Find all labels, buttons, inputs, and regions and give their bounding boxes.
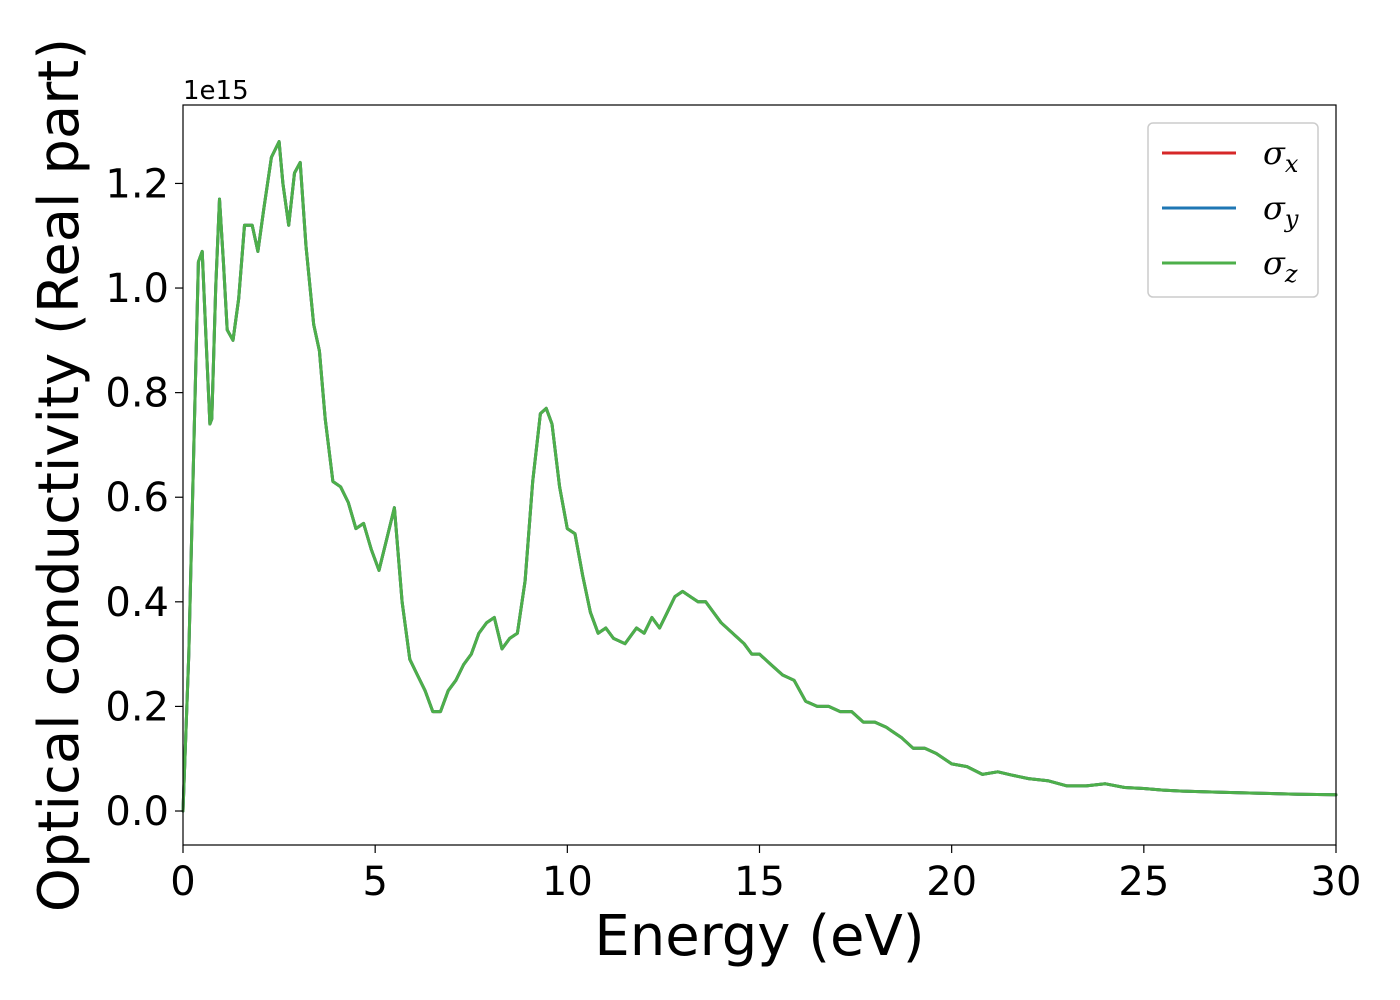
- y-offset-label: 1e15: [183, 76, 249, 106]
- x-tick-label: 20: [926, 859, 977, 905]
- y-tick-label: 0.0: [105, 789, 169, 835]
- plot-frame: [182, 104, 1337, 846]
- legend-label-sigma-z: σz: [1263, 244, 1298, 288]
- x-tick-label: 10: [542, 859, 593, 905]
- x-tick-label: 15: [734, 859, 785, 905]
- y-tick-label: 0.2: [105, 684, 169, 730]
- legend-box: [1147, 122, 1319, 298]
- y-tick-label: 1.2: [105, 161, 169, 207]
- legend-label-sigma-x: σx: [1263, 134, 1299, 178]
- x-tick-label: 0: [170, 859, 195, 905]
- legend: σx σy σz: [1147, 122, 1319, 298]
- x-tick-label: 25: [1118, 859, 1169, 905]
- y-tick-label: 0.6: [105, 475, 169, 521]
- series-line-sigma-z: [181, 140, 1338, 813]
- x-tick-label: 30: [1311, 859, 1362, 905]
- x-axis-title: Energy (eV): [594, 904, 924, 969]
- y-axis-ticks: 0.0 0.2 0.4 0.6 0.8 1.0 1.2: [105, 161, 183, 835]
- x-axis-ticks: 0 5 10 15 20 25 30: [170, 845, 1361, 905]
- y-tick-label: 1.0: [105, 266, 169, 312]
- y-tick-label: 0.8: [105, 371, 169, 417]
- plot-area: [181, 140, 1338, 813]
- legend-label-sigma-y: σy: [1263, 189, 1299, 233]
- y-axis-title: Optical conductivity (Real part): [27, 38, 92, 912]
- y-tick-label: 0.4: [105, 580, 169, 626]
- x-tick-label: 5: [362, 859, 387, 905]
